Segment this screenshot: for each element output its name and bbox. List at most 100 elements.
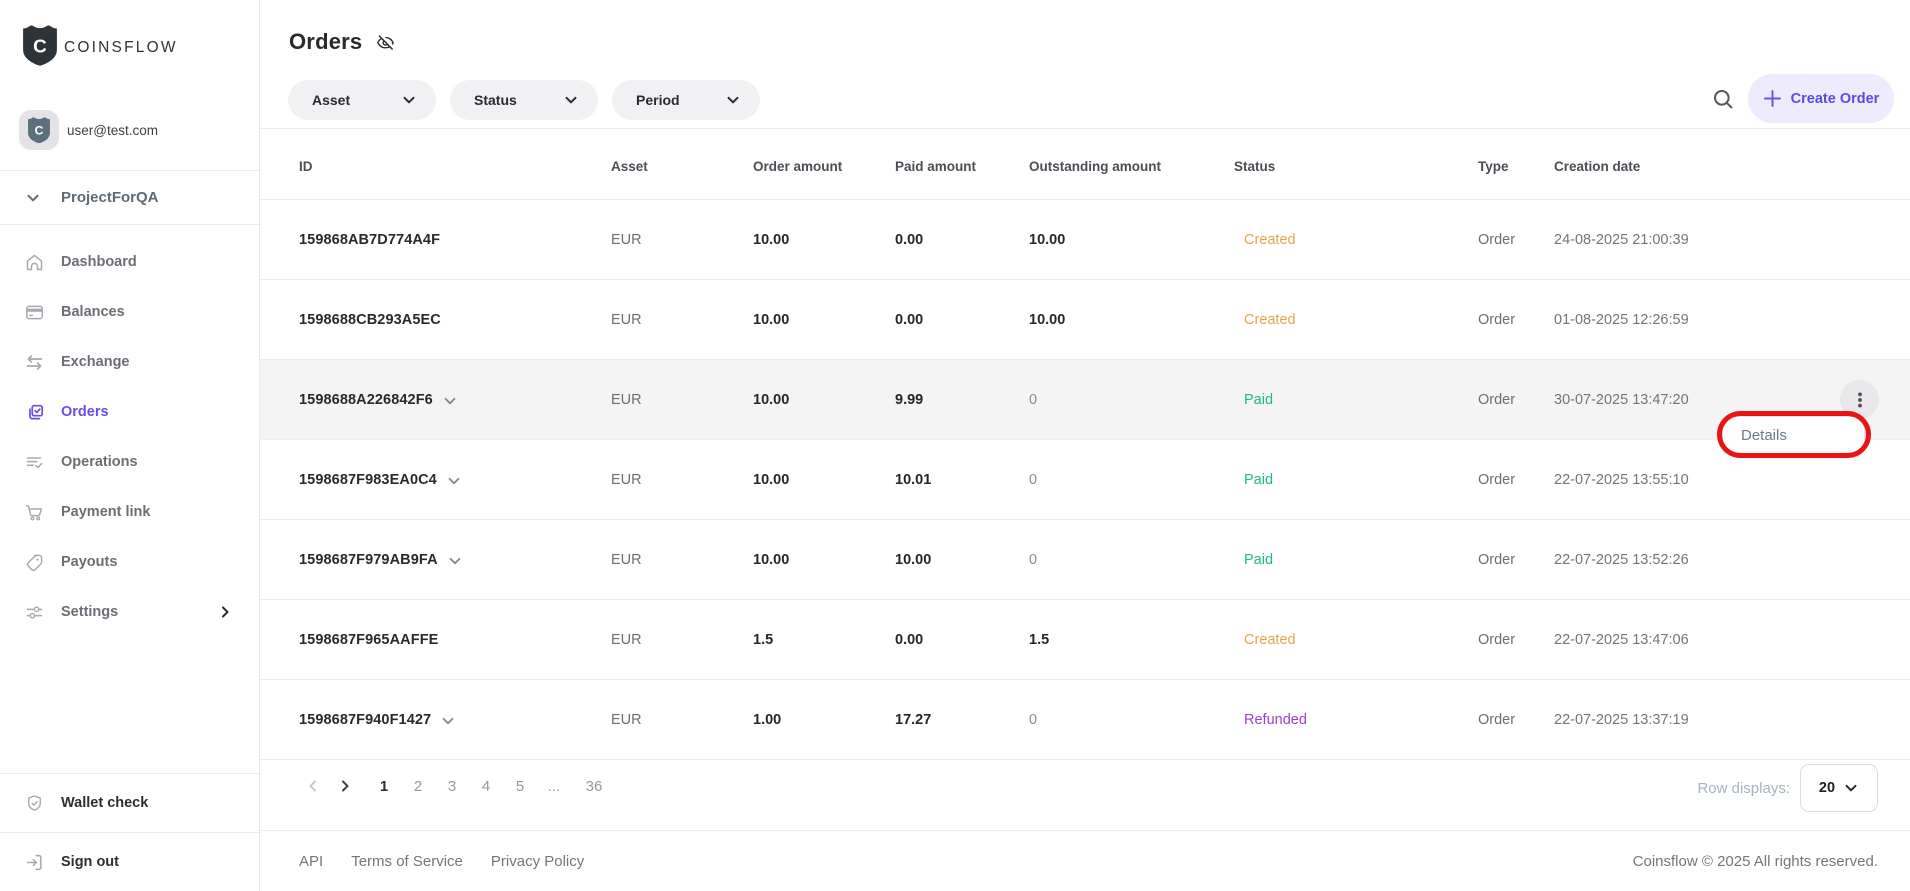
status-cell: Refunded — [1244, 711, 1307, 728]
asset-cell: EUR — [611, 391, 642, 408]
order-id-cell: 1598687F983EA0C4 — [260, 471, 611, 489]
status-cell: Paid — [1244, 471, 1274, 488]
column-header-paid-amount: Paid amount — [895, 159, 977, 174]
wallet-check-label: Wallet check — [61, 795, 149, 811]
row-actions-button[interactable] — [1840, 380, 1879, 419]
order-amount-cell: 10.00 — [753, 231, 790, 248]
filter-period[interactable]: Period — [612, 80, 760, 120]
sidebar-item-settings[interactable]: Settings — [0, 587, 259, 637]
type-cell: Order — [1478, 711, 1516, 728]
menu-item-details[interactable]: Details — [1741, 426, 1787, 444]
pagination-page-4[interactable]: 4 — [481, 777, 491, 795]
chevron-down-icon[interactable] — [447, 553, 463, 569]
filter-asset[interactable]: Asset — [288, 80, 436, 120]
project-name: ProjectForQA — [61, 189, 159, 206]
status-cell: Created — [1244, 631, 1296, 648]
footer-link-api[interactable]: API — [299, 852, 324, 870]
order-amount-cell: 10.00 — [753, 551, 790, 568]
order-id-cell: 1598688CB293A5EC — [260, 312, 611, 328]
table-row[interactable]: 1598687F983EA0C4 EUR 10.00 10.01 0 Paid Order 2… — [260, 440, 1910, 520]
sidebar-item-orders[interactable]: Orders — [0, 387, 259, 437]
outstanding-amount-cell: 0 — [1029, 711, 1038, 728]
table-row[interactable]: 159868AB7D774A4F EUR 10.00 0.00 10.00 Created… — [260, 200, 1910, 280]
pagination-page-1[interactable]: 1 — [379, 777, 389, 795]
filter-label: Asset — [312, 92, 351, 108]
main-content: Orders Asset Status Period Create Order ID… — [260, 0, 1910, 891]
chevron-down-icon[interactable] — [442, 393, 458, 409]
table-row[interactable]: 1598687F979AB9FA EUR 10.00 10.00 0 Paid Order 2… — [260, 520, 1910, 600]
creation-date-cell: 01-08-2025 12:26:59 — [1554, 311, 1689, 328]
svg-text:C: C — [35, 123, 44, 137]
sidebar-item-operations[interactable]: Operations — [0, 437, 259, 487]
create-order-button[interactable]: Create Order — [1748, 74, 1894, 123]
footer-link-terms-of-service[interactable]: Terms of Service — [351, 852, 463, 870]
pagination-page-2[interactable]: 2 — [413, 777, 423, 795]
column-header-type: Type — [1478, 159, 1509, 174]
user-account[interactable]: C user@test.com — [19, 110, 158, 150]
sidebar-divider — [0, 170, 259, 171]
asset-cell: EUR — [611, 311, 642, 328]
outstanding-amount-cell: 10.00 — [1029, 311, 1066, 328]
sidebar-item-exchange[interactable]: Exchange — [0, 337, 259, 387]
sign-out-label: Sign out — [61, 854, 119, 870]
filter-label: Period — [636, 92, 680, 108]
outstanding-amount-cell: 1.5 — [1029, 631, 1050, 648]
pagination-next[interactable] — [329, 770, 361, 802]
sidebar-item-payment-link[interactable]: Payment link — [0, 487, 259, 537]
filter-status[interactable]: Status — [450, 80, 598, 120]
sliders-icon — [24, 602, 45, 623]
sidebar-item-wallet-check[interactable]: Wallet check — [0, 774, 259, 832]
row-displays-label: Row displays: — [1697, 779, 1790, 797]
svg-text:C: C — [33, 36, 47, 57]
chevron-down-icon — [563, 92, 579, 108]
column-header-status: Status — [1234, 159, 1276, 174]
paid-amount-cell: 17.27 — [895, 711, 932, 728]
plus-icon — [1763, 89, 1782, 108]
project-selector[interactable]: ProjectForQA — [0, 171, 259, 224]
orders-icon — [24, 402, 45, 423]
search-icon[interactable] — [1711, 87, 1735, 111]
order-id: 1598688A226842F6 — [299, 391, 433, 408]
chevron-down-icon[interactable] — [440, 713, 456, 729]
pagination-page-5[interactable]: 5 — [515, 777, 525, 795]
pagination-page-36[interactable]: 36 — [585, 777, 603, 795]
home-icon — [24, 252, 45, 273]
column-header-asset: Asset — [611, 159, 648, 174]
table-row[interactable]: 1598687F940F1427 EUR 1.00 17.27 0 Refunded Ord… — [260, 680, 1910, 760]
rows-per-page-value: 20 — [1818, 780, 1836, 796]
chevron-down-icon[interactable] — [446, 473, 462, 489]
footer-link-privacy-policy[interactable]: Privacy Policy — [490, 852, 585, 870]
pagination-prev[interactable] — [297, 770, 329, 802]
type-cell: Order — [1478, 631, 1516, 648]
table-row[interactable]: 1598688CB293A5EC EUR 10.00 0.00 10.00 Created… — [260, 280, 1910, 360]
pagination-ellipsis: ... — [547, 777, 561, 795]
footer: API Terms of Service Privacy Policy Coinsf… — [260, 831, 1910, 891]
order-amount-cell: 10.00 — [753, 311, 790, 328]
creation-date-cell: 24-08-2025 21:00:39 — [1554, 231, 1689, 248]
avatar: C — [19, 110, 59, 150]
sidebar-item-balances[interactable]: Balances — [0, 287, 259, 337]
order-amount-cell: 1.00 — [753, 711, 782, 728]
outstanding-amount-cell: 0 — [1029, 391, 1038, 408]
sidebar-item-sign-out[interactable]: Sign out — [0, 833, 259, 891]
column-header-order-amount: Order amount — [753, 159, 843, 174]
asset-cell: EUR — [611, 711, 642, 728]
column-header-id: ID — [299, 159, 313, 174]
type-cell: Order — [1478, 391, 1516, 408]
create-order-label: Create Order — [1790, 90, 1880, 107]
pagination: 1 2 3 4 5... 36 — [260, 770, 611, 802]
sidebar-divider — [0, 224, 259, 225]
footer-links: API Terms of Service Privacy Policy — [260, 853, 584, 870]
type-cell: Order — [1478, 231, 1516, 248]
paid-amount-cell: 0.00 — [895, 631, 924, 648]
table-row[interactable]: 1598688A226842F6 EUR 10.00 9.99 0 Paid Order 30… — [260, 360, 1910, 440]
status-cell: Created — [1244, 311, 1296, 328]
sidebar-item-payouts[interactable]: Payouts — [0, 537, 259, 587]
sidebar-item-dashboard[interactable]: Dashboard — [0, 237, 259, 287]
chevron-down-icon — [725, 92, 741, 108]
rows-per-page-select[interactable]: 20 — [1800, 764, 1878, 812]
table-row[interactable]: 1598687F965AAFFE EUR 1.5 0.00 1.5 Created Orde… — [260, 600, 1910, 680]
eye-off-icon[interactable] — [375, 32, 396, 53]
pagination-page-3[interactable]: 3 — [447, 777, 457, 795]
